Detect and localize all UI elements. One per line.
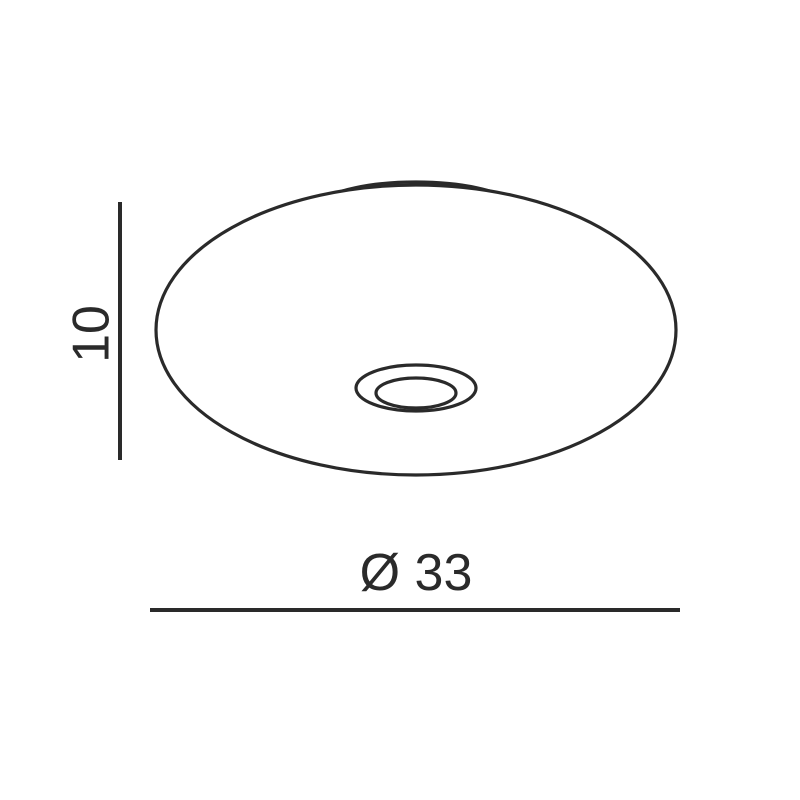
- dimension-drawing: 10 Ø 33: [0, 0, 800, 800]
- width-dim-label: Ø 33: [360, 544, 473, 602]
- lamp-body-outline: [156, 185, 676, 475]
- height-dim-label: 10: [63, 305, 121, 363]
